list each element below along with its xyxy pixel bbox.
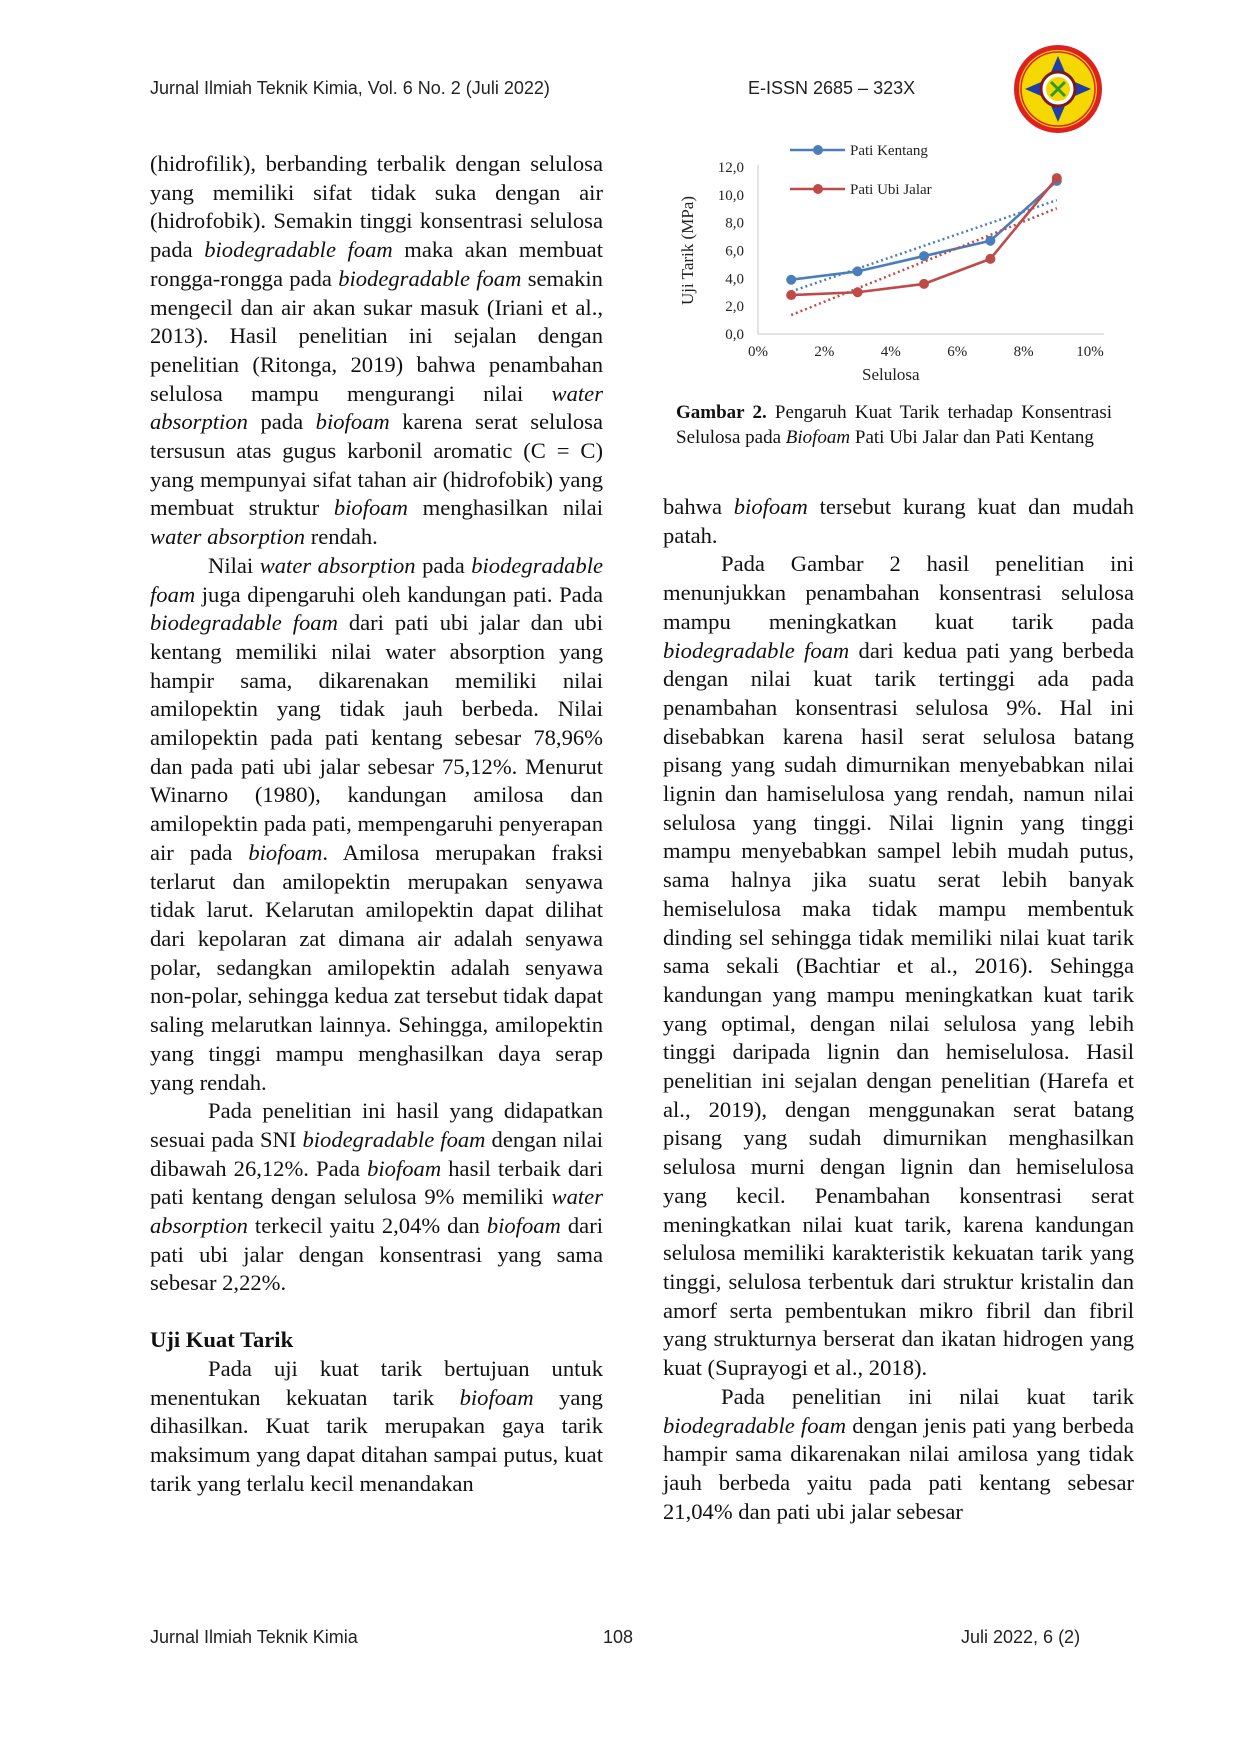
data-point	[852, 287, 863, 298]
x-tick-label: 6%	[947, 344, 967, 360]
y-tick-label: 0,0	[725, 327, 744, 343]
paragraph: Pada penelitian ini nilai kuat tarik bio…	[663, 1383, 1134, 1527]
paragraph: bahwa biofoam tersebut kurang kuat dan m…	[663, 493, 1134, 550]
text-run: Pati Ubi Jalar dan Pati Kentang	[850, 427, 1094, 448]
text-run: pada	[247, 409, 316, 435]
trendline-0	[790, 198, 1058, 293]
text-run: semakin mengecil dan air akan sukar masu…	[150, 265, 603, 406]
text-run: menghasilkan nilai	[407, 495, 603, 521]
italic-term: biofoam	[333, 495, 408, 521]
text-run: pada	[415, 552, 472, 578]
figure-caption-label: Gambar 2.	[676, 402, 767, 423]
right-column: bahwa biofoam tersebut kurang kuat dan m…	[663, 493, 1134, 1526]
section-heading: Uji Kuat Tarik	[150, 1327, 294, 1353]
paragraph: Pada Gambar 2 hasil penelitian ini menun…	[663, 550, 1134, 1382]
text-run: Pada uji kuat tarik bertujuan untuk mene…	[150, 1355, 603, 1410]
italic-term: biofoam	[733, 494, 808, 519]
text-run: (hidrofilik), berbanding terbalik dengan…	[150, 151, 603, 263]
x-tick-label: 2%	[814, 344, 834, 360]
data-point	[985, 235, 996, 246]
legend-label: Pati Kentang	[850, 143, 928, 159]
text-run: hasil terbaik dari pati kentang dengan s…	[150, 1155, 603, 1210]
italic-term: water absorption	[150, 380, 603, 435]
italic-term: biofoam	[315, 409, 390, 435]
italic-term: water absorption	[150, 524, 306, 550]
y-tick-label: 6,0	[725, 244, 744, 260]
x-tick-label: 8%	[1014, 344, 1034, 360]
italic-term: biodegradable foam	[302, 1126, 486, 1152]
italic-term: biodegradable foam	[204, 237, 393, 263]
x-tick-label: 0%	[748, 344, 768, 360]
y-tick-label: 4,0	[725, 271, 744, 287]
italic-term: biofoam	[367, 1155, 442, 1181]
text-run: dari pati ubi jalar dengan konsentrasi y…	[150, 1213, 603, 1296]
right-column-body: bahwa biofoam tersebut kurang kuat dan m…	[663, 493, 1134, 1526]
italic-term: water absorption	[259, 552, 416, 578]
figure-caption-text: Pengaruh Kuat Tarik terhadap Konsentrasi…	[676, 402, 1112, 448]
italic-term: biofoam	[459, 1384, 534, 1410]
y-axis-title: Uji Tarik (MPa)	[678, 196, 697, 305]
legend-label: Pati Ubi Jalar	[850, 182, 932, 198]
italic-term: biodegradable foam	[150, 552, 604, 607]
x-axis-title: Selulosa	[862, 365, 920, 384]
left-column: (hidrofilik), berbanding terbalik dengan…	[150, 150, 603, 1498]
figure-caption: Gambar 2. Pengaruh Kuat Tarik terhadap K…	[676, 400, 1112, 450]
italic-term: water absorption	[150, 1184, 603, 1239]
text-run: bahwa	[663, 494, 734, 519]
data-point	[786, 290, 797, 301]
text-run: Pada penelitian ini hasil yang didapatka…	[150, 1098, 603, 1152]
legend-marker-1	[813, 184, 823, 194]
paragraph: Pada uji kuat tarik bertujuan untuk mene…	[150, 1355, 603, 1499]
italic-term: biodegradable foam	[338, 265, 522, 291]
italic-term: Biofoam	[785, 427, 851, 448]
italic-term: biofoam	[486, 1213, 561, 1239]
text-run: maka akan membuat rongga-rongga pada	[150, 237, 603, 291]
x-tick-label: 4%	[881, 344, 901, 360]
italic-term: biofoam	[248, 839, 323, 865]
section-body: Pada uji kuat tarik bertujuan untuk mene…	[150, 1355, 603, 1499]
legend-marker-0	[813, 145, 823, 155]
text-run: Pada Gambar 2 hasil penelitian ini menun…	[663, 551, 1134, 634]
page-number: 108	[603, 1627, 634, 1647]
italic-term: biodegradable foam	[663, 637, 850, 663]
footer-journal: Jurnal Ilmiah Teknik Kimia	[150, 1627, 358, 1647]
footer-issue: Juli 2022, 6 (2)	[961, 1627, 1081, 1647]
figure-2-chart: 0,0 2,0 4,0 6,0 8,0 10,0 12,0 0% 2% 4% 6% 8% 10% Selu…	[678, 143, 1104, 384]
text-run: juga dipengaruhi oleh kandungan pati. Pa…	[195, 581, 603, 607]
y-tick-label: 10,0	[718, 188, 744, 204]
text-run: Pada penelitian ini nilai kuat tarik	[721, 1383, 1134, 1409]
text-run: . Amilosa merupakan fraksi terlarut dan …	[150, 839, 603, 1095]
text-run: dengan nilai dibawah 26,12%. Pada	[150, 1126, 603, 1181]
text-run: dengan jenis pati yang berbeda hampir sa…	[663, 1412, 1134, 1524]
data-point	[919, 251, 929, 262]
paragraph: Pada penelitian ini hasil yang didapatka…	[150, 1097, 603, 1298]
paragraph: Nilai water absorption pada biodegradabl…	[150, 552, 603, 1097]
y-tick-label: 2,0	[725, 299, 744, 315]
running-header-journal: Jurnal Ilmiah Teknik Kimia, Vol. 6 No. 2…	[150, 78, 550, 98]
y-tick-label: 12,0	[718, 160, 744, 176]
data-point	[852, 266, 863, 277]
italic-term: biodegradable foam	[663, 1412, 847, 1438]
italic-term: biodegradable foam	[150, 610, 338, 636]
data-point	[919, 278, 929, 289]
text-run: karena serat selulosa tersusun atas gugu…	[150, 409, 604, 521]
data-point	[786, 274, 797, 285]
text-run: Nilai	[208, 552, 260, 578]
y-tick-label: 8,0	[725, 216, 744, 232]
trendline-1	[790, 207, 1058, 317]
text-run: dari pati ubi jalar dan ubi kentang memi…	[150, 610, 603, 865]
x-tick-label: 10%	[1076, 344, 1104, 360]
paragraph: (hidrofilik), berbanding terbalik dengan…	[150, 150, 603, 552]
text-run: rendah.	[305, 524, 378, 550]
data-point	[985, 253, 996, 264]
data-point	[1051, 173, 1062, 184]
journal-logo	[1014, 45, 1102, 133]
left-column-body: (hidrofilik), berbanding terbalik dengan…	[150, 150, 603, 1298]
text-run: tersebut kurang kuat dan mudah patah.	[663, 494, 1134, 548]
running-header-issn: E-ISSN 2685 – 323X	[748, 78, 916, 98]
text-run: Pengaruh Kuat Tarik terhadap Konsentrasi…	[676, 402, 1112, 448]
text-run: terkecil yaitu 2,04% dan	[247, 1213, 487, 1239]
text-run: yang dihasilkan. Kuat tarik merupakan ga…	[150, 1384, 603, 1496]
text-run: dari kedua pati yang berbeda dengan nila…	[663, 637, 1134, 1381]
